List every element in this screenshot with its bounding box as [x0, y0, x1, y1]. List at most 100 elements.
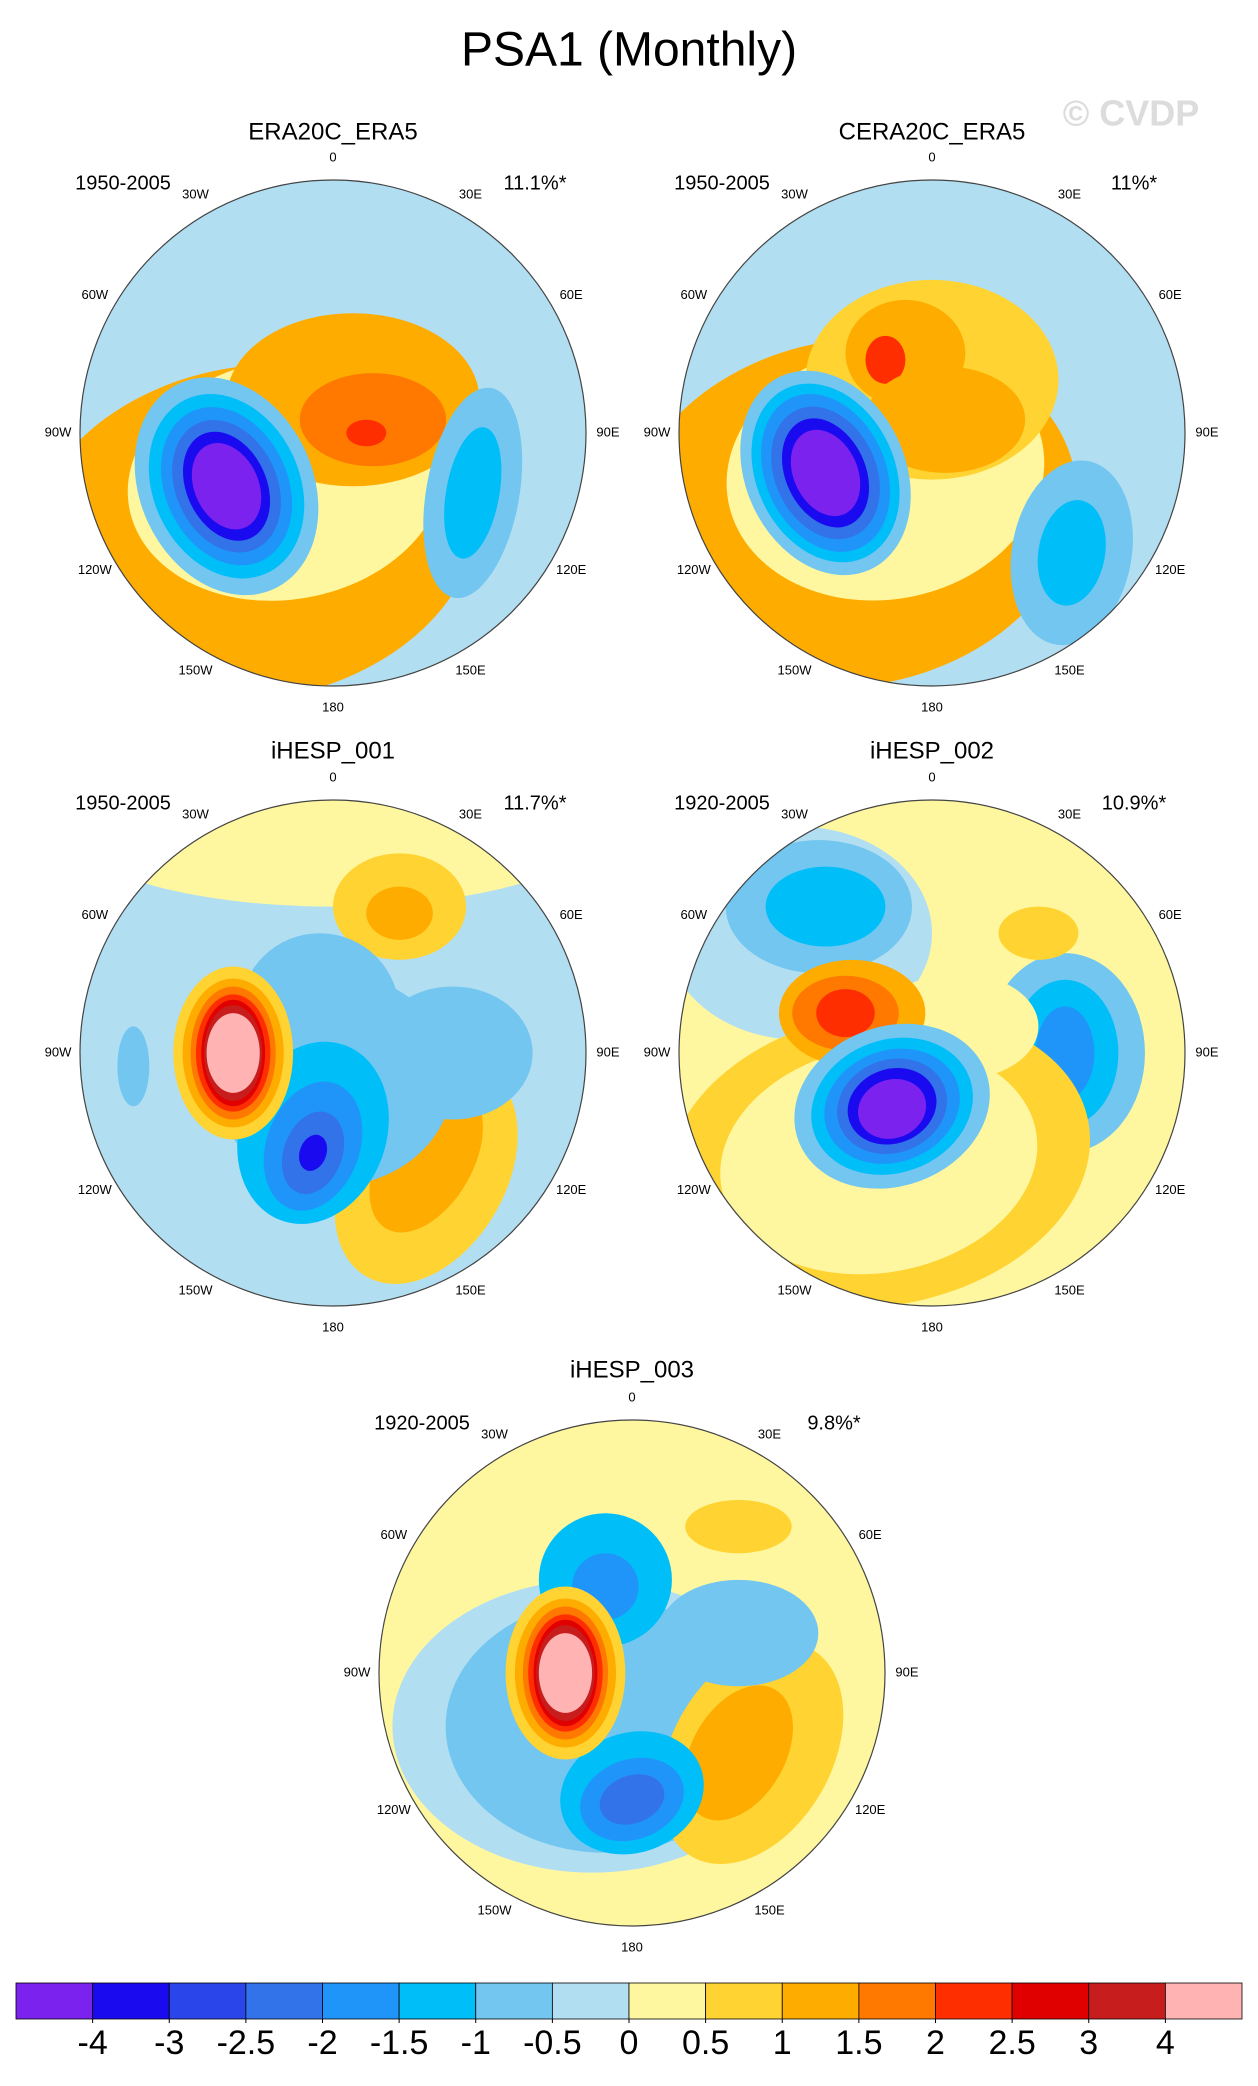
- lon-label: 150W: [478, 1903, 513, 1918]
- lon-label: 0: [329, 769, 336, 784]
- map: [679, 180, 1185, 686]
- colorbar-box: [935, 1982, 1013, 2020]
- field-shading: [658, 1579, 819, 1687]
- lon-label: 180: [322, 1319, 344, 1334]
- colorbar-box: [628, 1982, 707, 2020]
- map-border: [678, 179, 1186, 687]
- colorbar-box: [1011, 1982, 1090, 2020]
- panel-title: iHESP_002: [870, 737, 994, 764]
- colorbar-box: [1088, 1982, 1166, 2020]
- lon-label: 120E: [1155, 562, 1186, 577]
- lon-label: 30E: [459, 806, 482, 821]
- colorbar-box: [92, 1982, 170, 2020]
- lon-label: 150W: [778, 1283, 813, 1298]
- colorbar-box: [475, 1982, 553, 2020]
- lon-label: 120E: [556, 1182, 587, 1197]
- lon-label: 90W: [45, 1044, 72, 1059]
- map: [379, 1420, 885, 1926]
- colorbar-box: [551, 1982, 630, 2020]
- map-border: [79, 799, 587, 1307]
- colorbar-box: [322, 1982, 400, 2020]
- field-shading: [80, 800, 586, 907]
- lon-label: 30E: [1058, 186, 1081, 201]
- colorbar-label: -4: [78, 2024, 108, 2062]
- lon-label: 120W: [677, 1182, 712, 1197]
- field-shading: [372, 986, 533, 1120]
- lon-label: 0: [928, 769, 935, 784]
- lon-label: 30W: [182, 186, 209, 201]
- lon-label: 60W: [680, 287, 707, 302]
- colorbar-box: [15, 1982, 94, 2020]
- field-shading: [865, 335, 906, 384]
- lon-label: 90W: [644, 424, 671, 439]
- panel-title: iHESP_003: [570, 1356, 694, 1383]
- lon-label: 60W: [81, 287, 108, 302]
- lon-label: 60W: [380, 1527, 407, 1542]
- lon-label: 60E: [560, 907, 583, 922]
- percent: 11%*: [1111, 172, 1158, 194]
- lon-label: 60E: [1159, 287, 1182, 302]
- colorbar-label: -3: [154, 2024, 184, 2062]
- field-shading: [191, 443, 262, 530]
- colorbar-box: [398, 1982, 477, 2020]
- colorbar-label: 3: [1079, 2024, 1098, 2062]
- field-shading: [444, 427, 502, 559]
- field-shading: [366, 886, 433, 940]
- lon-label: 120E: [556, 562, 587, 577]
- lon-label: 60E: [1159, 907, 1182, 922]
- lon-label: 180: [921, 699, 943, 714]
- colorbar-label: 0.5: [682, 2024, 729, 2062]
- lon-label: 30E: [1058, 806, 1081, 821]
- lon-label: 90E: [1195, 1044, 1218, 1059]
- lon-label: 60W: [81, 907, 108, 922]
- lon-label: 150E: [1054, 1283, 1085, 1298]
- colorbar-box: [781, 1982, 860, 2020]
- lon-label: 180: [621, 1939, 643, 1954]
- field-shading: [858, 1078, 927, 1139]
- map-border: [378, 1419, 886, 1927]
- percent: 9.8%*: [807, 1412, 861, 1434]
- colorbar-box: [705, 1982, 783, 2020]
- lon-label: 150W: [179, 1283, 214, 1298]
- lon-label: 180: [921, 1319, 943, 1334]
- lon-label: 90W: [344, 1664, 371, 1679]
- lon-label: 120W: [78, 562, 113, 577]
- period: 1920-2005: [374, 1412, 470, 1434]
- field-shading: [117, 1026, 150, 1107]
- map-border: [678, 799, 1186, 1307]
- percent: 11.1%*: [503, 172, 566, 194]
- field-shading: [538, 1633, 593, 1713]
- lon-label: 0: [329, 149, 336, 164]
- lon-label: 30W: [182, 806, 209, 821]
- lon-label: 150W: [179, 663, 214, 678]
- colorbar-label: -0.5: [523, 2024, 582, 2062]
- lon-label: 30W: [781, 806, 808, 821]
- field-shading: [684, 1685, 793, 1821]
- chart-title: PSA1 (Monthly): [461, 24, 797, 77]
- period: 1950-2005: [674, 172, 770, 194]
- field-shading: [765, 866, 886, 947]
- lon-label: 0: [628, 1389, 635, 1404]
- colorbar-box: [1164, 1982, 1243, 2020]
- colorbar-label: -2: [307, 2024, 337, 2062]
- colorbar-box: [858, 1982, 936, 2020]
- panel-title: CERA20C_ERA5: [839, 118, 1026, 145]
- period: 1920-2005: [674, 792, 770, 814]
- field-shading: [299, 373, 447, 467]
- field-shading: [346, 419, 387, 447]
- field-shading: [790, 429, 861, 517]
- field-shading: [206, 1013, 260, 1093]
- lon-label: 150E: [1054, 663, 1085, 678]
- watermark: © CVDP: [1063, 93, 1200, 134]
- colorbar-box: [245, 1982, 323, 2020]
- lon-label: 90E: [596, 1044, 619, 1059]
- lon-label: 180: [322, 699, 344, 714]
- colorbar-label: 2: [926, 2024, 945, 2062]
- field-shading: [998, 906, 1079, 960]
- lon-label: 150E: [455, 1283, 486, 1298]
- lon-label: 120E: [1155, 1182, 1186, 1197]
- panel-title: ERA20C_ERA5: [248, 118, 417, 145]
- percent: 11.7%*: [503, 792, 566, 814]
- lon-label: 120W: [677, 562, 712, 577]
